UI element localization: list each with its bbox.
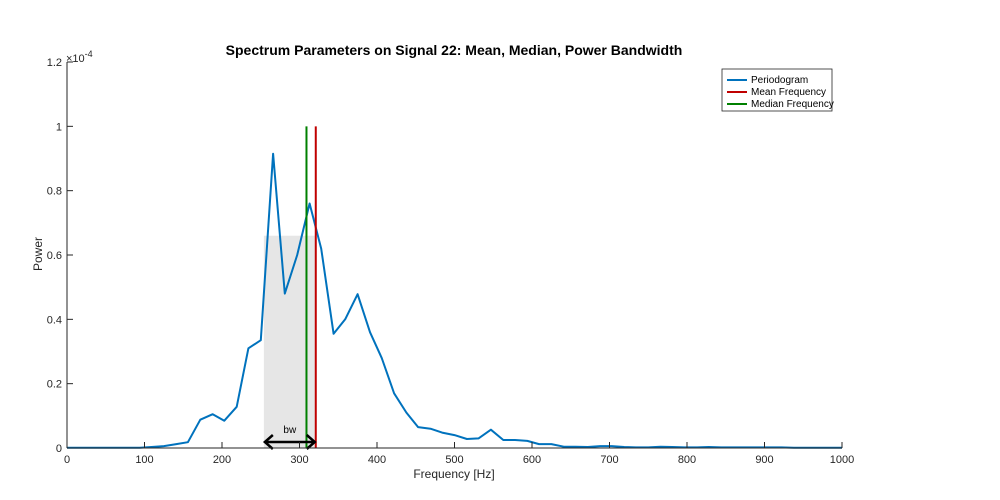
bandwidth-arrow-left-head <box>262 434 274 450</box>
y-tick-label: 0.4 <box>47 314 62 326</box>
bandwidth-arrow-right-head <box>305 434 317 450</box>
power-bandwidth-band <box>263 235 316 448</box>
chart-title: Spectrum Parameters on Signal 22: Mean, … <box>226 42 683 58</box>
x-tick-label: 100 <box>135 454 153 466</box>
legend-label-mean: Mean Frequency <box>751 87 826 98</box>
bandwidth-arrow <box>262 434 317 450</box>
y-exponent-label: ×10-4 <box>66 49 93 65</box>
x-axis-ticks: 0 100 200 300 400 500 600 700 800 900 1000 <box>64 442 854 466</box>
x-tick-label: 600 <box>523 454 541 466</box>
x-tick-label: 300 <box>290 454 308 466</box>
x-tick-label: 200 <box>213 454 231 466</box>
legend-label-median: Median Frequency <box>751 99 834 110</box>
bandwidth-label: bw <box>283 425 297 436</box>
legend: Periodogram Mean Frequency Median Freque… <box>721 68 834 112</box>
y-tick-label: 1.2 <box>47 57 62 69</box>
y-tick-label: 0 <box>56 443 62 455</box>
x-tick-label: 500 <box>445 454 463 466</box>
x-tick-label: 400 <box>368 454 386 466</box>
x-tick-label: 800 <box>678 454 696 466</box>
y-tick-label: 0.6 <box>47 250 62 262</box>
x-tick-label: 900 <box>755 454 773 466</box>
x-tick-label: 1000 <box>830 454 854 466</box>
plot-area: bw <box>67 126 842 450</box>
y-tick-label: 0.2 <box>47 379 62 391</box>
x-tick-label: 700 <box>600 454 618 466</box>
y-axis-label: Power <box>31 237 45 271</box>
x-tick-label: 0 <box>64 454 70 466</box>
x-axis-label: Frequency [Hz] <box>413 467 494 481</box>
y-tick-label: 0.8 <box>47 186 62 198</box>
y-tick-label: 1 <box>56 121 62 133</box>
y-axis-ticks: 0 0.2 0.4 0.6 0.8 1 1.2 <box>47 57 73 455</box>
legend-label-periodogram: Periodogram <box>751 75 808 86</box>
periodogram-line <box>67 152 842 449</box>
